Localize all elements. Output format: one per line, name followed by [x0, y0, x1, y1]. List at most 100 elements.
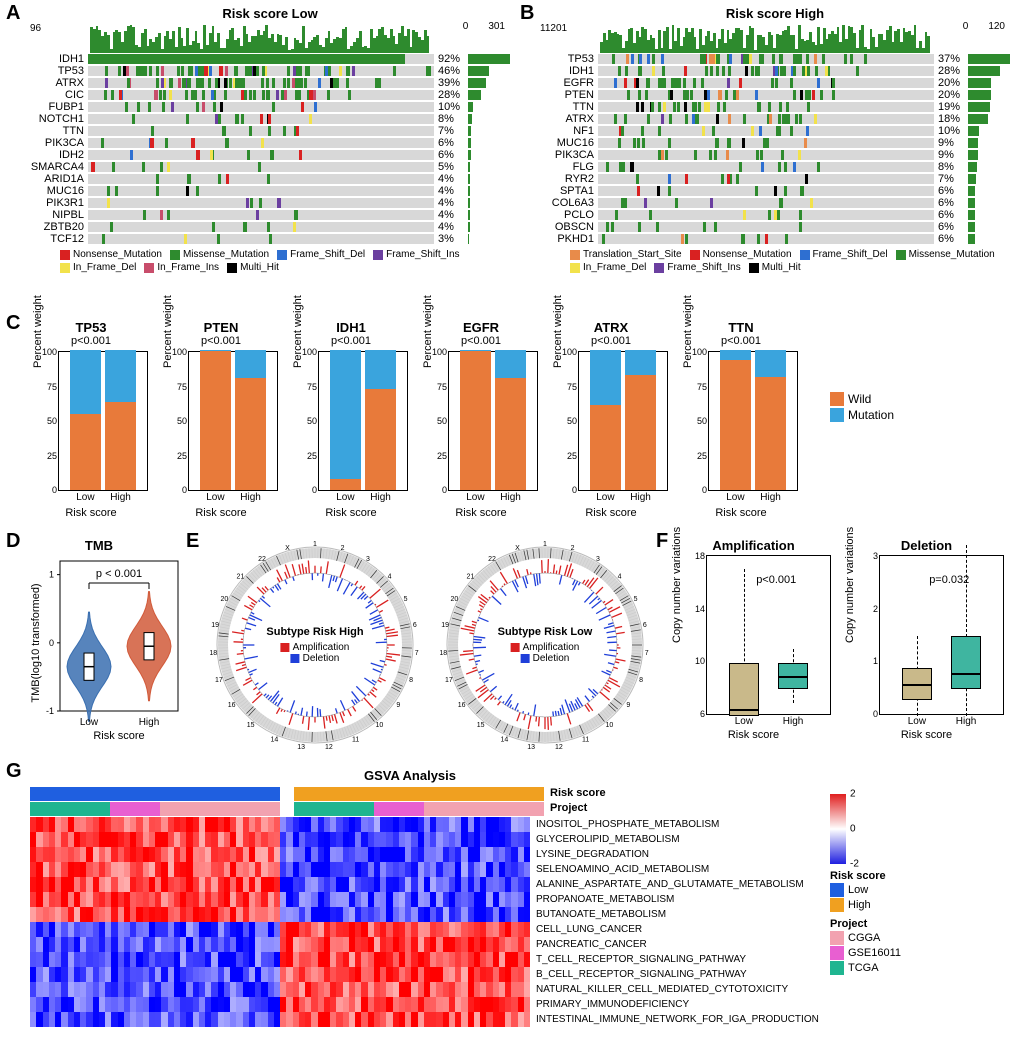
svg-text:19: 19 — [441, 622, 449, 629]
gene-row: ATRX39% — [30, 77, 510, 89]
panel-e: 12345678910111213141516171819202122XSubt… — [210, 540, 650, 750]
panel-f: Amplification Copy number variations 610… — [676, 538, 1004, 748]
gene-row: PIK3CA6% — [30, 137, 510, 149]
panel-b-scale: 0120 — [963, 21, 1005, 32]
svg-text:4: 4 — [388, 573, 392, 580]
gene-row: PIK3R14% — [30, 197, 510, 209]
svg-text:Low: Low — [80, 717, 99, 728]
svg-text:16: 16 — [458, 702, 466, 709]
svg-text:6: 6 — [643, 622, 647, 629]
svg-text:14: 14 — [500, 737, 508, 744]
gene-row: FLG8% — [540, 161, 1010, 173]
svg-text:18: 18 — [210, 650, 217, 657]
svg-text:9: 9 — [626, 702, 630, 709]
svg-text:0: 0 — [49, 638, 54, 648]
svg-text:7: 7 — [415, 650, 419, 657]
svg-text:12: 12 — [555, 744, 563, 750]
svg-text:p < 0.001: p < 0.001 — [96, 568, 142, 580]
svg-text:19: 19 — [211, 622, 219, 629]
svg-text:15: 15 — [247, 722, 255, 729]
svg-text:9: 9 — [396, 702, 400, 709]
svg-text:10: 10 — [375, 722, 383, 729]
stacked-bar-atrx: ATRXp<0.001 Percent weight 0255075100Low… — [550, 320, 672, 520]
panel-b-top-max: 11201 — [540, 23, 567, 34]
svg-text:17: 17 — [215, 677, 223, 684]
gene-row: MUC169% — [540, 137, 1010, 149]
gene-row: NF110% — [540, 125, 1010, 137]
gene-row: ARID1A4% — [30, 173, 510, 185]
stacked-bar-egfr: EGFRp<0.001 Percent weight 0255075100Low… — [420, 320, 542, 520]
gene-row: TP5346% — [30, 65, 510, 77]
panel-g-heatmap: INOSITOL_PHOSPHATE_METABOLISMGLYCEROLIPI… — [30, 817, 790, 1027]
stacked-bar-ttn: TTNp<0.001 Percent weight 0255075100LowH… — [680, 320, 802, 520]
gene-row: PCLO6% — [540, 209, 1010, 221]
panel-b-waterfall: Risk score High 11201 0120 TP5337%IDH128… — [540, 6, 1010, 273]
svg-text:15: 15 — [477, 722, 485, 729]
gene-row: PIK3CA9% — [540, 149, 1010, 161]
legend-heading-risk: Risk score — [830, 870, 901, 882]
panel-a-scale: 0301 — [463, 21, 505, 32]
colorbar-max: 2 — [850, 789, 856, 800]
gene-row: OBSCN6% — [540, 221, 1010, 233]
svg-text:X: X — [285, 545, 290, 552]
panel-c-legend: Wild Mutation — [830, 390, 894, 424]
stacked-bar-tp53: TP53p<0.001 Percent weight 0255075100Low… — [30, 320, 152, 520]
panel-a-legend: Nonsense_MutationMissense_MutationFrame_… — [60, 249, 510, 273]
panel-a-title: Risk score Low — [30, 6, 510, 21]
svg-text:18: 18 — [440, 650, 447, 657]
boxplot-amplification: Amplification Copy number variations 610… — [676, 538, 831, 748]
svg-text:17: 17 — [445, 677, 453, 684]
colorbar: 2 0 -2 — [830, 794, 846, 864]
legend-swatch-wild — [830, 392, 844, 406]
svg-text:21: 21 — [237, 573, 245, 580]
gene-row: IDH128% — [540, 65, 1010, 77]
panel-label-g: G — [6, 760, 22, 783]
gene-row: MUC164% — [30, 185, 510, 197]
svg-text:11: 11 — [352, 737, 359, 744]
legend-swatch-mutation — [830, 408, 844, 422]
svg-text:14: 14 — [270, 737, 278, 744]
panel-label-c: C — [6, 312, 20, 335]
svg-text:7: 7 — [645, 650, 649, 657]
svg-text:8: 8 — [639, 677, 643, 684]
svg-text:High: High — [139, 717, 160, 728]
panel-d-svg: -1 0 1 p < 0.001 TMB(log10 transformed) Lo… — [24, 553, 184, 743]
circos-plot: 12345678910111213141516171819202122XSubt… — [440, 540, 650, 750]
svg-text:2: 2 — [341, 545, 345, 552]
svg-text:13: 13 — [527, 744, 535, 750]
svg-text:13: 13 — [297, 744, 305, 750]
circos-plot: 12345678910111213141516171819202122XSubt… — [210, 540, 420, 750]
svg-text:22: 22 — [488, 556, 496, 563]
svg-text:20: 20 — [221, 596, 229, 603]
svg-text:Risk score: Risk score — [93, 730, 144, 742]
svg-text:1: 1 — [49, 570, 54, 580]
legend-heading-project: Project — [830, 918, 901, 930]
panel-d: TMB -101 p < 0.001 TMB(log10 transformed… — [24, 538, 174, 748]
panel-label-f: F — [656, 530, 668, 553]
svg-text:TMB(log10 transformed): TMB(log10 transformed) — [30, 583, 42, 702]
stacked-bar-pten: PTENp<0.001 Percent weight 0255075100Low… — [160, 320, 282, 520]
gene-row: TTN7% — [30, 125, 510, 137]
gene-row: NIPBL4% — [30, 209, 510, 221]
svg-text:11: 11 — [582, 737, 589, 744]
svg-text:-1: -1 — [46, 706, 54, 716]
panel-b-body: TP5337%IDH128%EGFR20%PTEN20%TTN19%ATRX18… — [540, 53, 1010, 245]
gene-row: IDH192% — [30, 53, 510, 65]
svg-text:10: 10 — [605, 722, 613, 729]
panel-a-waterfall: Risk score Low 96 0301 IDH192%TP5346%ATR… — [30, 6, 510, 273]
panel-a-top-bars — [90, 23, 430, 53]
gene-row: PTEN20% — [540, 89, 1010, 101]
svg-text:5: 5 — [634, 596, 638, 603]
svg-text:21: 21 — [467, 573, 475, 580]
svg-text:3: 3 — [596, 556, 600, 563]
panel-label-e: E — [186, 530, 199, 553]
panel-b-legend: Translation_Start_SiteNonsense_MutationF… — [570, 249, 1010, 273]
panel-b-top-bars — [600, 23, 930, 53]
svg-text:6: 6 — [413, 622, 417, 629]
svg-text:20: 20 — [451, 596, 459, 603]
panel-c: TP53p<0.001 Percent weight 0255075100Low… — [30, 320, 802, 520]
gene-row: RYR27% — [540, 173, 1010, 185]
panel-g-legend: 2 0 -2 Risk score LowHigh Project CGGAGS… — [830, 790, 901, 976]
gene-row: PKHD16% — [540, 233, 1010, 245]
panel-b-title: Risk score High — [540, 6, 1010, 21]
